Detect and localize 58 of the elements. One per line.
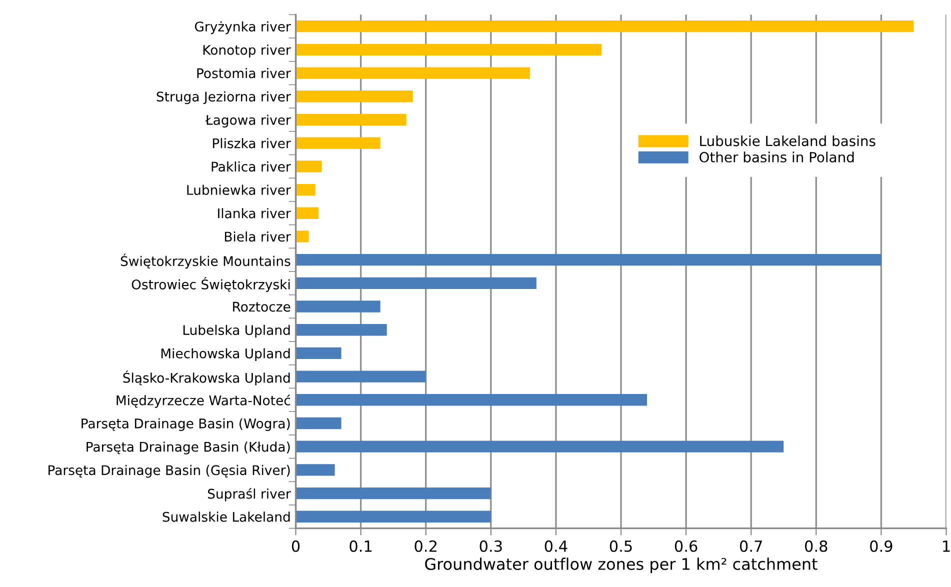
y-tick-label: Paklica river [212,161,291,172]
x-tick-label: 0.5 [610,540,632,552]
x-tick-label: 0.6 [674,540,698,552]
x-tick-label: 0.2 [414,540,436,552]
x-tick-label: 1 [943,540,950,552]
bar [296,90,413,102]
bar [296,417,342,430]
x-tick-label: 0.1 [350,540,372,552]
bar [296,370,426,382]
bar [296,464,335,476]
y-tick-label: Konotop river [203,44,291,58]
x-axis-title: Groundwater outflow zones per 1 km² catchment [425,558,818,574]
bar [296,324,387,336]
bar [296,510,491,522]
y-tick-label: Ilanka river [218,208,291,218]
y-tick-label: Ostrowiec Świętokrzyski [132,277,290,292]
bar [296,114,406,126]
x-tick-label: 0.4 [544,540,568,552]
x-tick-label: 0 [292,540,300,552]
bar [296,137,380,149]
bar [296,277,536,289]
x-tick-label: 0.3 [480,540,502,552]
y-tick-label: Pliszka river [212,138,291,148]
bar [296,160,322,172]
y-tick-label: Parsęta Drainage Basin (Wogra) [82,418,290,431]
y-tick-label: Miechowska Upland [161,348,290,361]
bar [296,487,491,500]
y-tick-label: Supraśl river [208,488,291,502]
y-tick-label: Lubniewka river [187,184,291,195]
y-tick-label: Struga Jeziorna river [156,91,291,104]
bar [296,230,309,242]
y-tick-label: Gryżynka river [194,21,291,34]
y-tick-label: Lubelska Upland [183,324,290,338]
bar [296,67,530,79]
bar [296,254,882,266]
bar [296,300,380,312]
bar [296,440,784,452]
x-tick-label: 0.9 [870,540,892,552]
bar [296,184,316,196]
x-tick-label: 0.7 [740,540,762,552]
y-tick-label: Parsęta Drainage Basin (Gęsia River) [48,464,290,478]
x-tick-label: 0.8 [805,540,828,552]
y-tick-label: Biela river [224,231,291,242]
bar [296,20,914,32]
y-tick-label: Postomia river [197,68,291,78]
bar [296,394,648,406]
legend-label: Other basins in Poland [700,152,854,162]
y-tick-label: Parsęta Drainage Basin (Kłuda) [86,442,290,454]
y-tick-label: Międzyrzecze Warta-Noteć [116,394,290,408]
y-tick-label: Roztocze [233,302,290,312]
y-tick-label: Śląsko-Krakowska Upland [123,370,290,386]
legend-label: Lubuskie Lakeland basins [700,135,876,146]
bar [296,347,342,360]
y-tick-label: Świętokrzyskie Mountains [120,254,290,269]
y-tick-label: Łagowa river [205,114,291,128]
bar [296,44,602,56]
y-tick-label: Suwalskie Lakeland [162,512,290,522]
bar [296,207,319,219]
